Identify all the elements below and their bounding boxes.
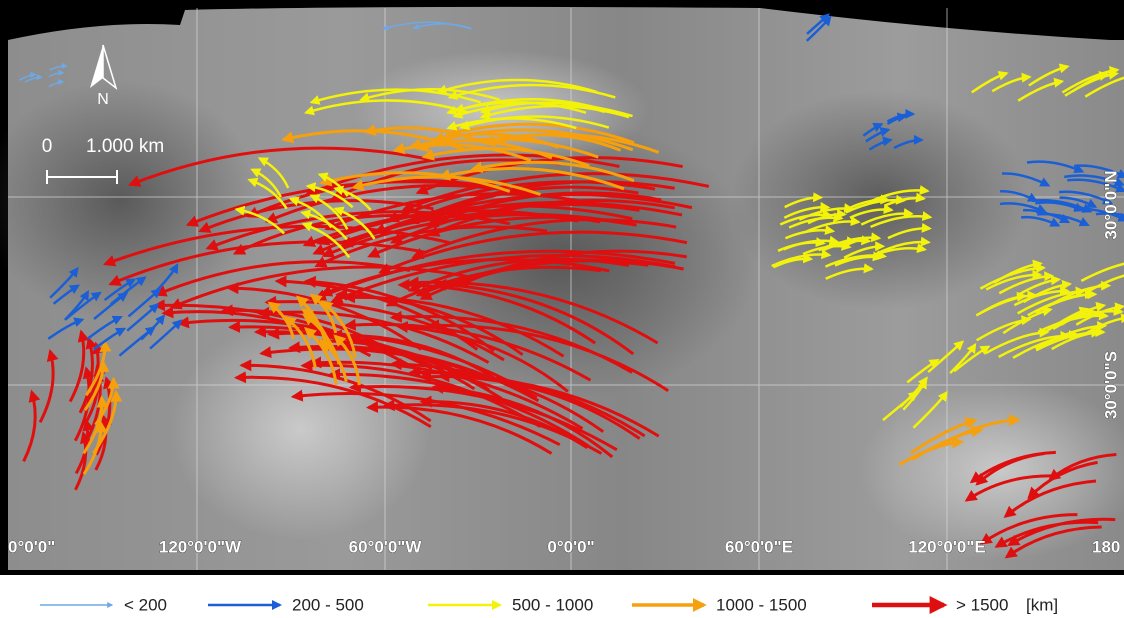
legend-label: > 1500 [956,595,1008,614]
latitude-label: 30°0'0"S [1101,351,1120,419]
scale-start: 0 [42,136,53,157]
longitude-label: 60°0'0"W [349,537,423,556]
page: N 0 1.000 km 0°0'0" 120°0'0"W 60°0'0"W 0… [0,0,1124,618]
longitude-label: 60°0'0"E [725,537,793,556]
latitude-label: 30°0'0"N [1101,171,1120,240]
map-figure: N 0 1.000 km 0°0'0" 120°0'0"W 60°0'0"W 0… [0,0,1124,618]
legend-unit: [km] [1026,595,1058,614]
legend-label: < 200 [124,595,167,614]
legend-label: 500 - 1000 [512,595,593,614]
scale-end: 1.000 km [86,136,164,157]
longitude-label: 180 [1092,537,1120,556]
longitude-label: 0°0'0" [8,537,55,556]
legend-label: 1000 - 1500 [716,595,807,614]
north-label: N [97,91,109,108]
legend: < 200 200 - 500 500 - 1000 1000 - 1500 > 150… [40,595,1058,614]
legend-label: 200 - 500 [292,595,364,614]
longitude-label: 120°0'0"W [159,537,242,556]
longitude-label: 120°0'0"E [908,537,986,556]
longitude-label: 0°0'0" [547,537,594,556]
